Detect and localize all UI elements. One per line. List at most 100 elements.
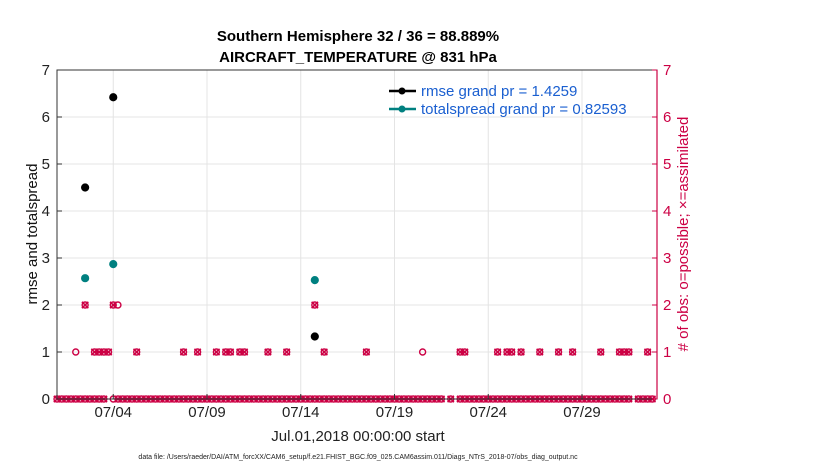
obs-possible-marker [493, 348, 502, 356]
x-tick-label: 07/19 [376, 404, 414, 421]
obs-possible-marker [507, 348, 516, 356]
obs-assimilated-marker [507, 348, 516, 356]
right-y-tick-label: 4 [663, 203, 671, 220]
left-y-tick-label: 7 [42, 62, 50, 79]
x-tick-label: 07/09 [188, 404, 226, 421]
obs-assimilated-marker [104, 348, 113, 356]
legend-totalspread-label: totalspread grand pr = 0.82593 [421, 101, 627, 118]
legend-rmse-label: rmse grand pr = 1.4259 [421, 83, 577, 100]
obs-assimilated-marker [362, 348, 371, 356]
left-y-tick-label: 6 [42, 109, 50, 126]
obs-possible-marker [90, 348, 99, 356]
rmse-point [81, 183, 90, 192]
obs-possible-marker [625, 348, 633, 356]
x-tick-label: 07/14 [282, 404, 320, 421]
legend: rmse grand pr = 1.4259 totalspread grand… [389, 83, 627, 118]
obs-assimilated-marker [132, 348, 141, 356]
obs-assimilated-marker [240, 348, 249, 356]
obs-assimilated-marker [625, 348, 633, 356]
totalspread-point [310, 275, 319, 285]
obs-assimilated-marker [212, 348, 221, 356]
data-file-footnote: data file: /Users/raeder/DAI/ATM_forcXX/… [138, 454, 578, 461]
obs-assimilated-marker [554, 348, 563, 356]
left-y-tick-label: 3 [42, 250, 50, 267]
rmse-point [109, 93, 118, 102]
obs-assimilated-marker [311, 301, 319, 309]
obs-possible-marker [418, 348, 427, 356]
obs-possible-marker [536, 348, 544, 356]
obs-possible-marker [517, 348, 525, 356]
obs-possible-marker [100, 348, 108, 356]
obs-possible-marker [597, 348, 605, 356]
left-y-tick-label: 5 [42, 156, 50, 173]
obs-possible-marker [615, 348, 624, 356]
obs-possible-marker [104, 348, 113, 356]
obs-possible-marker [503, 348, 511, 356]
obs-possible-marker [72, 348, 80, 356]
obs-assimilated-marker [493, 348, 502, 356]
obs-assimilated-marker [461, 348, 469, 356]
x-tick-label: 07/29 [563, 404, 601, 421]
obs-assimilated-marker [596, 348, 605, 356]
right-y-tick-label: 6 [663, 109, 671, 126]
obs-possible-marker [114, 301, 122, 309]
obs-possible-marker [109, 301, 117, 309]
chart-title-line1: Southern Hemisphere 32 / 36 = 88.889% [217, 28, 499, 45]
axes: 0 0 1 1 2 2 3 3 4 4 5 5 6 6 7 7 07/04 07/09 07/14 07/19 07/2… [42, 62, 672, 421]
chart-title-line2: AIRCRAFT_TEMPERATURE @ 831 hPa [219, 49, 497, 66]
obs-possible-marker [456, 348, 464, 356]
obs-assimilated-marker [264, 348, 272, 356]
right-y-tick-label: 7 [663, 62, 671, 79]
grid-lines [57, 69, 657, 400]
totalspread-point [109, 260, 118, 269]
obs-possible-marker [95, 348, 103, 356]
obs-possible-marker [193, 348, 202, 356]
x-axis-label: Jul.01,2018 00:00:00 start [271, 428, 445, 445]
obs-possible-marker [461, 348, 469, 356]
obs-possible-marker [311, 301, 319, 309]
obs-possible-marker [620, 348, 628, 356]
obs-possible-marker [81, 301, 89, 309]
left-y-tick-label: 0 [42, 391, 50, 408]
right-y-tick-label: 1 [663, 344, 671, 361]
obs-assimilated-marker [643, 348, 652, 356]
obs-assimilated-marker [109, 301, 118, 309]
series-markers [81, 93, 319, 341]
obs-possible-marker [236, 348, 244, 356]
obs-possible-marker [282, 348, 291, 356]
obs-possible-marker [264, 348, 272, 356]
obs-possible-marker [320, 348, 328, 356]
legend-totalspread-marker [398, 105, 406, 113]
obs-possible-marker [132, 348, 141, 356]
left-axis-label: rmse and totalspread [24, 164, 41, 305]
obs-possible-marker [554, 348, 563, 356]
plot-area [57, 70, 657, 399]
obs-possible-marker [568, 348, 577, 356]
right-y-tick-label: 3 [663, 250, 671, 267]
x-tick-label: 07/04 [94, 404, 132, 421]
obs-assimilated-marker [282, 348, 291, 356]
obs-possible-marker [240, 348, 249, 356]
obs-possible-marker [362, 348, 371, 356]
x-tick-label: 07/24 [469, 404, 507, 421]
obs-assimilated-marker [226, 348, 235, 356]
legend-rmse-marker [398, 87, 406, 95]
obs-possible-marker [179, 348, 188, 356]
right-y-tick-label: 2 [663, 297, 671, 314]
obs-assimilated-marker [536, 348, 544, 356]
obs-assimilated-marker [193, 348, 202, 356]
obs-assimilated-marker [179, 348, 188, 356]
obs-assimilated-marker [568, 348, 577, 356]
obs-possible-marker [643, 348, 652, 356]
left-y-tick-label: 1 [42, 344, 50, 361]
obs-assimilated-marker [320, 348, 328, 356]
obs-possible-marker [222, 348, 230, 356]
left-y-tick-label: 4 [42, 203, 50, 220]
obs-possible-marker [226, 348, 235, 356]
obs-possible-marker [212, 348, 221, 356]
right-axis-label: # of obs: o=possible; ×=assimilated [675, 117, 692, 352]
right-y-tick-label: 5 [663, 156, 671, 173]
rmse-point [310, 332, 319, 341]
obs-assimilated-marker [81, 301, 89, 309]
